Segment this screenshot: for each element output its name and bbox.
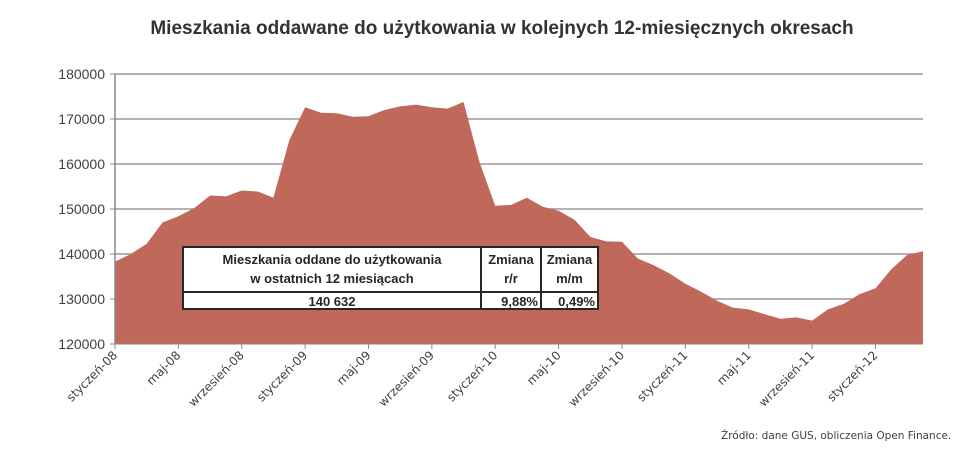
table-value-row: 140 632 9,88% 0,49% xyxy=(184,293,597,310)
header-mom-line1: Zmiana xyxy=(546,252,593,267)
value-yoy: 9,88% xyxy=(480,293,540,310)
header-mom: Zmiana m/m xyxy=(540,248,597,291)
svg-text:140000: 140000 xyxy=(58,246,105,262)
svg-text:maj-10: maj-10 xyxy=(524,348,564,388)
chart-title: Mieszkania oddawane do użytkowania w kol… xyxy=(150,18,854,39)
svg-text:maj-08: maj-08 xyxy=(144,348,184,388)
svg-text:wrzesień-08: wrzesień-08 xyxy=(186,348,247,409)
summary-table: Mieszkania oddane do użytkowania w ostat… xyxy=(182,246,599,310)
header-dwellings-line2: w ostatnich 12 miesiącach xyxy=(250,271,414,286)
source-note: Źródło: dane GUS, obliczenia Open Financ… xyxy=(721,430,952,442)
svg-text:styczeń-10: styczeń-10 xyxy=(444,348,500,404)
svg-text:180000: 180000 xyxy=(58,66,105,82)
svg-text:styczeń-12: styczeń-12 xyxy=(824,348,880,404)
table-header-row: Mieszkania oddane do użytkowania w ostat… xyxy=(184,248,597,293)
axes xyxy=(114,74,923,349)
svg-text:170000: 170000 xyxy=(58,111,105,127)
svg-text:wrzesień-09: wrzesień-09 xyxy=(376,348,437,409)
svg-text:maj-11: maj-11 xyxy=(714,348,754,388)
header-yoy-line2: r/r xyxy=(504,271,518,286)
svg-text:wrzesień-10: wrzesień-10 xyxy=(566,348,627,409)
x-axis-labels: styczeń-08 maj-08 wrzesień-08 styczeń-09 maj… xyxy=(64,348,881,409)
header-yoy: Zmiana r/r xyxy=(480,248,540,291)
svg-text:styczeń-11: styczeń-11 xyxy=(634,348,690,404)
header-mom-line2: m/m xyxy=(556,271,583,286)
header-dwellings-line1: Mieszkania oddane do użytkowania xyxy=(222,252,442,267)
svg-text:styczeń-08: styczeń-08 xyxy=(64,348,120,404)
header-dwellings: Mieszkania oddane do użytkowania w ostat… xyxy=(184,248,480,291)
svg-text:160000: 160000 xyxy=(58,156,105,172)
svg-text:wrzesień-11: wrzesień-11 xyxy=(756,348,817,409)
svg-text:130000: 130000 xyxy=(58,291,105,307)
value-mom: 0,49% xyxy=(540,293,597,310)
svg-text:150000: 150000 xyxy=(58,201,105,217)
svg-text:maj-09: maj-09 xyxy=(334,348,374,388)
svg-text:styczeń-09: styczeń-09 xyxy=(254,348,310,404)
value-dwellings: 140 632 xyxy=(308,294,356,309)
svg-text:120000: 120000 xyxy=(58,336,105,352)
y-axis-labels: 120000 130000 140000 150000 160000 170000 1800… xyxy=(58,66,105,352)
header-yoy-line1: Zmiana xyxy=(488,252,534,267)
